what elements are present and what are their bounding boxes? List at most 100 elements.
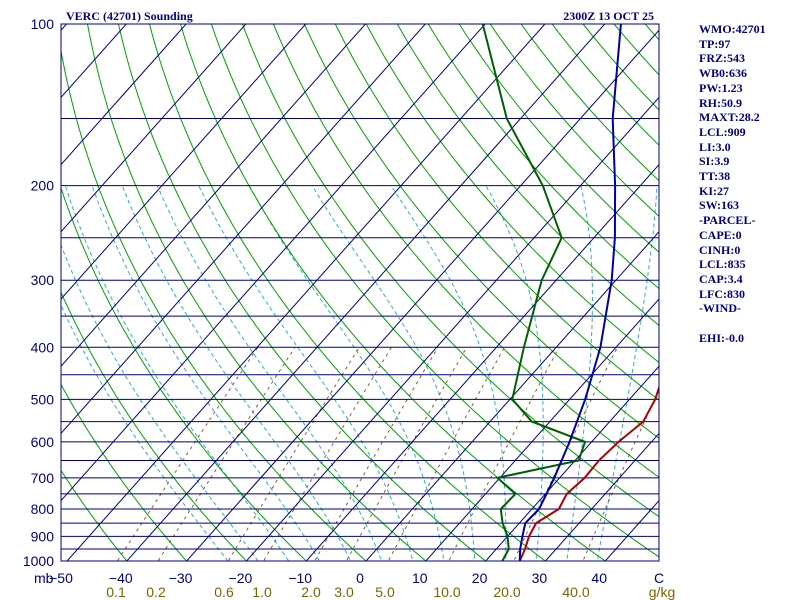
stat-wind-header: -WIND- [699, 301, 741, 316]
dry-adiabat-line [334, 24, 659, 401]
isotherm-line [61, 24, 307, 300]
isotherm-line [66, 24, 546, 561]
stat-cinh: CINH:0 [699, 242, 741, 257]
dry-adiabat-line [61, 291, 248, 561]
stat-sw: SW:163 [699, 198, 740, 213]
moist-adiabat-line [596, 185, 658, 561]
pressure-tick-label: 300 [31, 272, 55, 288]
stat-rh: RH:50.9 [699, 95, 742, 110]
dry-adiabat-line [241, 24, 659, 518]
dry-adiabat-line [61, 48, 367, 561]
stat-lfc: LFC:830 [699, 286, 745, 301]
stat-parcel-header: -PARCEL- [699, 213, 756, 228]
pressure-tick-label: 500 [31, 391, 55, 407]
pressure-tick-label: 1000 [23, 553, 54, 569]
temperature-tick-label: 0 [356, 570, 364, 586]
dry-adiabat-line [365, 24, 659, 364]
moist-adiabat-line [61, 243, 259, 561]
moist-adiabat-lines [61, 185, 658, 561]
temperature-tick-label: 40 [591, 570, 607, 586]
isotherm-line [61, 24, 127, 99]
isotherm-line [484, 365, 659, 561]
mixing-ratio-tick-label: 3.0 [334, 584, 354, 600]
temperature-tick-label: −20 [229, 570, 253, 586]
stat-wb0: WB0:636 [699, 66, 747, 81]
stat-cape: CAPE:0 [699, 227, 742, 242]
isotherm-line [126, 24, 606, 561]
temperature-tick-label: 10 [412, 570, 428, 586]
mixing-ratio-tick-label: 2.0 [301, 584, 321, 600]
mixing-ratio-tick-label: 1.0 [252, 584, 272, 600]
moist-adiabat-line [198, 185, 414, 561]
temperature-unit-label: C [654, 570, 664, 586]
mixing-ratio-line [513, 347, 618, 561]
dry-adiabat-line [396, 24, 659, 327]
dry-adiabat-line [61, 186, 307, 561]
mixing-ratio-tick-label: 0.2 [146, 584, 166, 600]
mixing-ratio-line [387, 347, 505, 561]
temperature-tick-label: −40 [109, 570, 133, 586]
mixing-ratio-line [448, 347, 560, 561]
mixing-ratio-tick-label: 20.0 [493, 584, 520, 600]
isotherm-line [61, 24, 187, 166]
stat-maxt: MAXT:28.2 [699, 110, 760, 125]
isotherm-line [365, 231, 659, 561]
dry-adiabat-line [148, 24, 547, 561]
mixing-ratio-line [227, 347, 360, 561]
mixing-ratio-line [314, 347, 439, 561]
dry-adiabat-line [117, 24, 487, 561]
mixing-ratio-tick-label: 10.0 [433, 584, 460, 600]
isotherm-line [61, 24, 68, 31]
stat-tt: TT:38 [699, 169, 731, 184]
moist-adiabat-line [156, 185, 383, 561]
mixing-ratio-line [345, 347, 468, 561]
stat-ehi: EHI:-0.0 [699, 330, 744, 345]
dry-adiabat-line [179, 24, 607, 561]
mixing-ratio-tick-label: 0.6 [214, 584, 234, 600]
temperature-tick-label: 20 [472, 570, 488, 586]
pressure-tick-label: 700 [31, 470, 55, 486]
pressure-tick-label: 400 [31, 339, 55, 355]
pressure-tick-label: 600 [31, 434, 55, 450]
mixing-ratio-unit-label: g/kg [649, 584, 675, 600]
temperature-tick-label: −30 [169, 570, 193, 586]
mixing-ratio-line [582, 388, 659, 561]
stat-si: SI:3.9 [699, 154, 730, 169]
dry-adiabat-line [427, 24, 659, 290]
moist-adiabat-line [121, 185, 352, 561]
pressure-tick-label: 900 [31, 528, 55, 544]
isotherm-line [61, 24, 247, 233]
moist-adiabat-line [64, 185, 290, 561]
mixing-ratio-tick-label: 40.0 [562, 584, 589, 600]
mixing-ratio-line [263, 347, 392, 561]
sounding-traces [481, 24, 659, 561]
stat-lcl: LCL:909 [699, 124, 746, 139]
moist-adiabat-line [61, 303, 229, 561]
stat-li: LI:3.0 [699, 139, 731, 154]
dry-adiabat-line [61, 383, 188, 561]
temperature-tick-label: 30 [532, 570, 548, 586]
dry-adiabat-lines [61, 24, 659, 561]
mixing-ratio-line [116, 347, 259, 561]
temperature-tick-label: −10 [288, 570, 312, 586]
parcel-trace [518, 24, 622, 561]
stat-tp: TP:97 [699, 36, 731, 51]
dry-adiabat-line [86, 24, 427, 561]
stat-pw: PW:1.23 [699, 80, 743, 95]
dewpoint-trace [481, 24, 587, 561]
dry-adiabat-line [210, 24, 659, 558]
dry-adiabat-line [61, 469, 128, 561]
chart-valid-time: 2300Z 13 OCT 25 [563, 9, 654, 23]
moist-adiabat-line [311, 185, 476, 561]
stat-frz: FRZ:543 [699, 51, 745, 66]
stat-wmo: WMO:42701 [699, 22, 766, 36]
isotherm-lines [0, 12, 659, 572]
dry-adiabat-line [458, 24, 659, 253]
isotherm-line [0, 12, 17, 572]
stat-cap: CAP:3.4 [699, 271, 743, 286]
isotherm-line [61, 24, 367, 367]
moist-adiabat-line [91, 185, 321, 561]
isotherm-line [544, 432, 659, 561]
